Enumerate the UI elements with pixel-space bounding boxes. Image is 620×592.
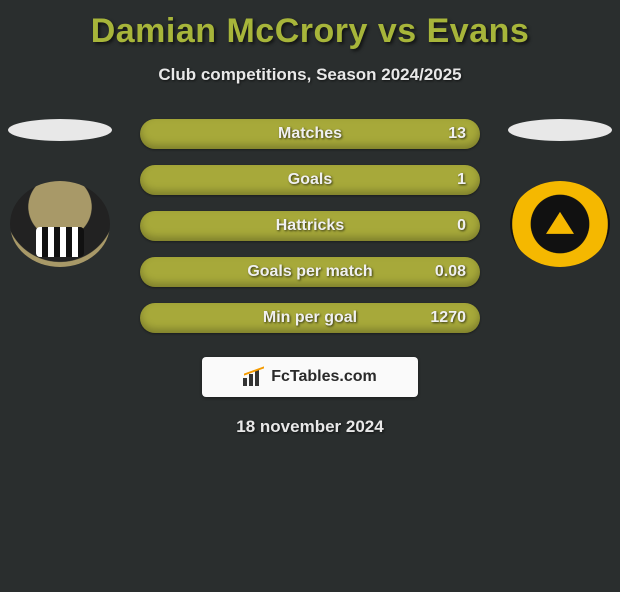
club-badge-right [510, 181, 610, 267]
stat-label: Goals [288, 171, 332, 189]
brand-text: FcTables.com [271, 368, 377, 386]
player-left [8, 119, 112, 267]
stat-label: Matches [278, 125, 342, 143]
brand-badge: FcTables.com [202, 357, 418, 397]
stat-value: 13 [448, 125, 466, 143]
stat-bar-gpm: Goals per match 0.08 [140, 257, 480, 287]
player-right [508, 119, 612, 267]
club-badge-left [10, 181, 110, 267]
comparison-panel: Matches 13 Goals 1 Hattricks 0 Goals per… [0, 119, 620, 437]
bar-chart-icon [243, 368, 265, 386]
stat-bar-mpg: Min per goal 1270 [140, 303, 480, 333]
subtitle: Club competitions, Season 2024/2025 [0, 65, 620, 85]
stat-label: Min per goal [263, 309, 357, 327]
player-photo-placeholder-right [508, 119, 612, 141]
stat-bar-goals: Goals 1 [140, 165, 480, 195]
stat-label: Goals per match [247, 263, 372, 281]
stats-bars: Matches 13 Goals 1 Hattricks 0 Goals per… [140, 119, 480, 333]
stat-bar-matches: Matches 13 [140, 119, 480, 149]
stat-bar-hattricks: Hattricks 0 [140, 211, 480, 241]
player-photo-placeholder-left [8, 119, 112, 141]
stat-value: 0.08 [435, 263, 466, 281]
date-text: 18 november 2024 [0, 417, 620, 437]
stat-value: 1270 [430, 309, 466, 327]
stat-value: 0 [457, 217, 466, 235]
stat-value: 1 [457, 171, 466, 189]
page-title: Damian McCrory vs Evans [0, 12, 620, 51]
stat-label: Hattricks [276, 217, 344, 235]
